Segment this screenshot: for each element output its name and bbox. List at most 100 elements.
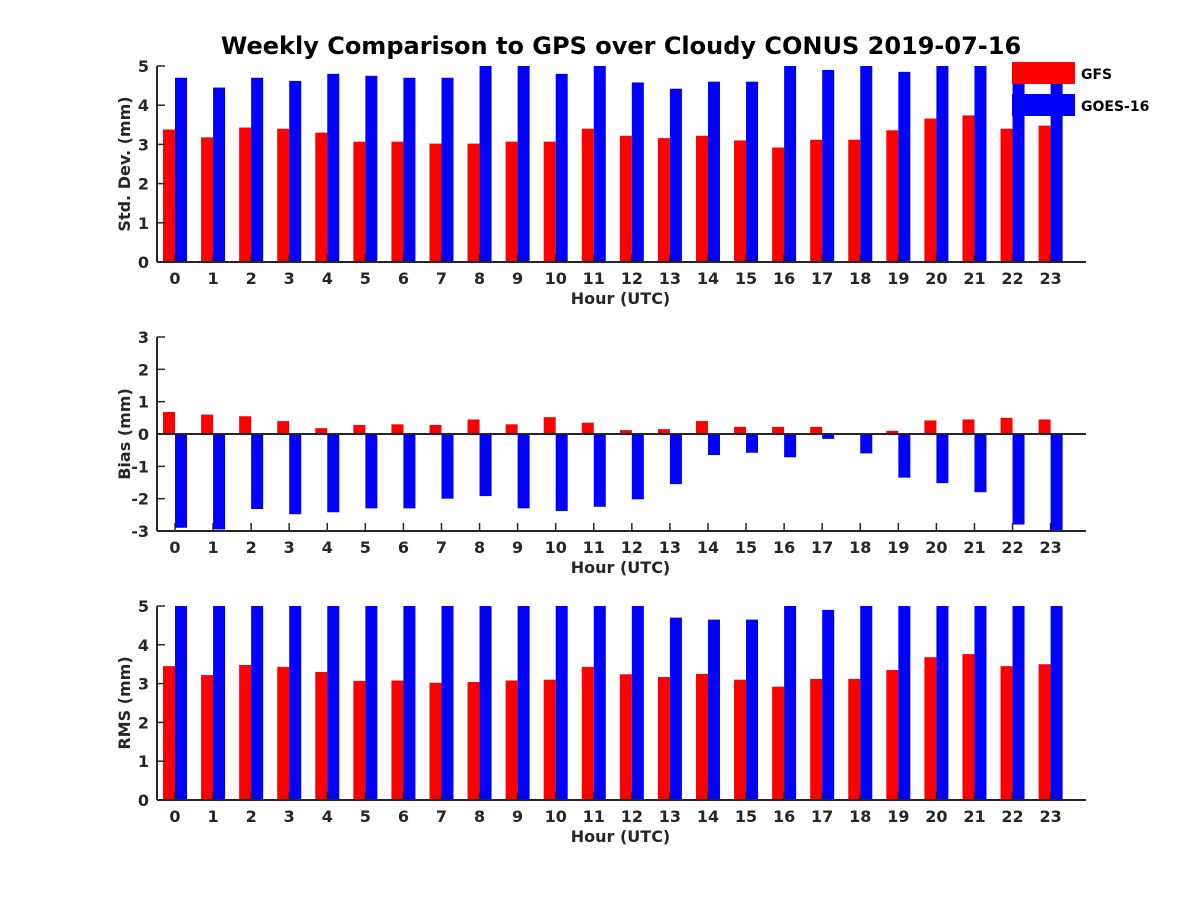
bar-gfs-hour-21: [962, 115, 975, 262]
bar-gfs-hour-2: [239, 416, 252, 434]
bar-goes-16-hour-1: [213, 87, 226, 262]
x-tick-label: 1: [207, 807, 218, 826]
x-tick-label: 13: [659, 807, 681, 826]
x-tick-label: 22: [1001, 538, 1023, 557]
bar-goes-16-hour-16: [784, 434, 797, 458]
x-tick-label: 6: [398, 538, 409, 557]
legend-label-goes-16: GOES-16: [1081, 99, 1149, 115]
bar-gfs-hour-10: [543, 417, 556, 434]
bar-gfs-hour-2: [239, 664, 252, 800]
x-tick-label: 13: [659, 538, 681, 557]
x-tick-label: 12: [621, 269, 643, 288]
x-tick-label: 13: [659, 269, 681, 288]
bar-gfs-hour-22: [1000, 128, 1013, 262]
y-tick-label: 4: [138, 636, 149, 655]
bar-gfs-hour-10: [543, 141, 556, 262]
x-tick-label: 6: [398, 269, 409, 288]
bar-goes-16-hour-22: [1012, 71, 1025, 262]
x-tick-label: 9: [512, 807, 523, 826]
y-tick-label: 3: [138, 675, 149, 694]
bar-goes-16-hour-22: [1012, 434, 1025, 525]
bar-goes-16-hour-14: [707, 434, 720, 456]
bar-gfs-hour-12: [619, 430, 632, 434]
x-tick-label: 11: [583, 538, 605, 557]
y-tick-label: 0: [138, 791, 149, 810]
bar-goes-16-hour-19: [898, 71, 911, 262]
bar-goes-16-hour-11: [593, 606, 606, 800]
y-tick-label: 2: [138, 360, 149, 379]
legend: GFS GOES-16: [1012, 62, 1149, 116]
bar-gfs-hour-21: [962, 654, 975, 800]
bar-goes-16-hour-16: [784, 606, 797, 800]
bar-goes-16-hour-15: [746, 81, 759, 263]
y-tick-label: 1: [138, 393, 149, 412]
x-tick-label: 22: [1001, 807, 1023, 826]
bar-goes-16-hour-6: [403, 434, 416, 509]
bar-goes-16-hour-0: [175, 606, 187, 800]
y-tick-label: 5: [138, 57, 149, 76]
bar-gfs-hour-16: [772, 686, 785, 800]
bar-gfs-hour-16: [772, 147, 785, 262]
bar-gfs-hour-5: [353, 424, 366, 434]
bar-goes-16-hour-19: [898, 606, 911, 800]
x-axis-label: Hour (UTC): [571, 827, 671, 846]
bar-goes-16-hour-6: [403, 606, 416, 800]
bar-gfs-hour-8: [467, 143, 480, 262]
bar-gfs-hour-2: [239, 127, 252, 262]
x-tick-label: 21: [963, 269, 985, 288]
bar-gfs-hour-13: [657, 677, 670, 800]
bar-goes-16-hour-20: [936, 434, 949, 484]
bar-goes-16-hour-15: [746, 619, 759, 800]
bar-goes-16-hour-9: [517, 606, 530, 800]
bar-goes-16-hour-19: [898, 434, 911, 478]
x-tick-label: 1: [207, 538, 218, 557]
bar-gfs-hour-4: [315, 132, 328, 262]
bar-gfs-hour-17: [810, 139, 823, 262]
bar-gfs-hour-3: [277, 128, 290, 262]
legend-swatch-gfs: [1012, 62, 1075, 84]
x-tick-label: 3: [284, 538, 295, 557]
x-tick-label: 3: [284, 269, 295, 288]
y-tick-label: 1: [138, 752, 149, 771]
bar-goes-16-hour-15: [746, 434, 759, 453]
bar-goes-16-hour-23: [1050, 81, 1063, 263]
bar-gfs-hour-0: [163, 666, 175, 800]
bar-goes-16-hour-21: [974, 606, 987, 800]
bar-goes-16-hour-0: [175, 77, 187, 262]
bar-gfs-hour-4: [315, 671, 328, 800]
bar-gfs-hour-21: [962, 419, 975, 434]
bar-goes-16-hour-8: [479, 66, 492, 262]
bar-gfs-hour-1: [201, 675, 214, 800]
x-tick-label: 1: [207, 269, 218, 288]
x-tick-label: 8: [474, 269, 485, 288]
x-tick-label: 23: [1039, 269, 1061, 288]
bar-gfs-hour-6: [391, 141, 404, 262]
x-tick-label: 15: [735, 807, 757, 826]
chart-title: Weekly Comparison to GPS over Cloudy CON…: [221, 32, 1021, 60]
bar-goes-16-hour-7: [441, 434, 454, 499]
y-tick-label: -1: [131, 457, 149, 476]
x-tick-label: 0: [169, 807, 180, 826]
x-tick-label: 9: [512, 269, 523, 288]
bar-gfs-hour-7: [429, 424, 442, 434]
bar-goes-16-hour-8: [479, 434, 492, 497]
bar-gfs-hour-13: [657, 429, 670, 434]
legend-label-gfs: GFS: [1081, 67, 1112, 83]
bar-gfs-hour-0: [163, 129, 175, 262]
bar-goes-16-hour-9: [517, 66, 530, 262]
bar-gfs-hour-15: [734, 140, 747, 262]
bar-gfs-hour-9: [505, 141, 518, 262]
y-tick-label: 3: [138, 328, 149, 347]
bar-gfs-hour-19: [886, 430, 899, 434]
bar-goes-16-hour-8: [479, 606, 492, 800]
bar-goes-16-hour-22: [1012, 606, 1025, 800]
bar-goes-16-hour-3: [289, 606, 302, 800]
y-axis-label: RMS (mm): [115, 656, 134, 749]
bar-gfs-hour-12: [619, 135, 632, 262]
x-tick-label: 10: [545, 269, 567, 288]
x-tick-label: 12: [621, 538, 643, 557]
x-tick-label: 7: [436, 269, 447, 288]
bar-goes-16-hour-7: [441, 606, 454, 800]
x-tick-label: 18: [849, 807, 871, 826]
